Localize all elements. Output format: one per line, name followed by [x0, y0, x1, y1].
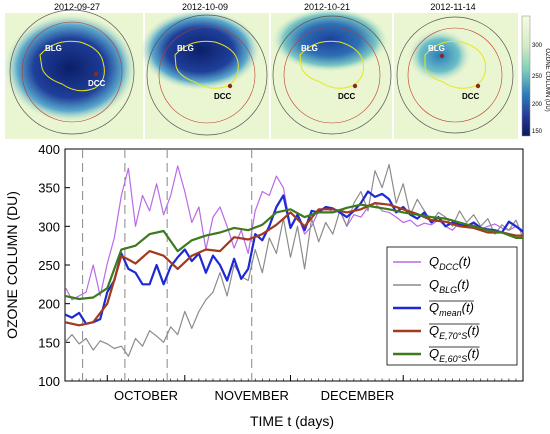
colorbar-tick-150: 150	[532, 129, 543, 135]
map-panels: 2012-09-27 BLG DCC 2012-10-09 BLG DCC 20…	[4, 2, 550, 139]
x-axis-label: TIME t (days)	[250, 413, 334, 429]
map-4-ozone-hole	[406, 28, 473, 83]
map-4-blg-marker	[439, 53, 445, 59]
colorbar-tick-300: 300	[532, 43, 543, 49]
map-panel-3: 2012-10-21 BLG DCC	[271, 2, 392, 139]
legend-label-3: QE,70°S(t)	[429, 323, 480, 341]
map-1-latitude-60	[9, 9, 135, 135]
legend: QDCC(t)QBLG(t)Qmean(t)QE,70°S(t)QE,60°S(…	[386, 246, 518, 366]
map-4-date: 2012-11-14	[430, 2, 475, 12]
y-axis: 100 150 200 250 300 350 400	[38, 142, 70, 389]
map-1-date: 2012-09-27	[54, 2, 100, 12]
month-label-december: DECEMBER	[321, 388, 395, 403]
y-tick-label-250: 250	[38, 258, 60, 273]
map-2-site-dcc: DCC	[214, 92, 232, 101]
legend-symbol: Q	[429, 346, 439, 361]
map-1-site-dcc: DCC	[88, 79, 106, 88]
map-3-continent-outline	[299, 40, 364, 89]
map-2-site-blg: BLG	[177, 44, 194, 53]
series-layer	[65, 163, 523, 357]
map-4-latitude-70	[407, 27, 503, 123]
y-tick-label-350: 350	[38, 181, 60, 196]
map-1-ozone-hole	[4, 14, 136, 122]
y-tick-label-300: 300	[38, 219, 60, 234]
map-3-latitude-70	[283, 26, 381, 124]
y-tick-label-200: 200	[38, 297, 60, 312]
map-2-continent-outline	[174, 40, 239, 89]
map-4-continent-outline	[424, 40, 486, 89]
series-line-e60	[65, 203, 523, 301]
y-axis-label: OZONE COLUMN (DU)	[4, 191, 20, 339]
colorbar-scale	[521, 15, 531, 137]
map-1-site-blg: BLG	[45, 44, 62, 53]
legend-label-0: QDCC(t)	[429, 254, 471, 272]
y-tick-label-150: 150	[38, 335, 60, 350]
x-axis: OCTOBER NOVEMBER DECEMBER	[64, 375, 524, 403]
map-3-site-dcc: DCC	[338, 92, 356, 101]
legend-suffix: (t)	[462, 300, 474, 315]
map-3-site-blg: BLG	[301, 44, 318, 53]
map-2-latitude-70	[158, 26, 256, 124]
colorbar: 300 250 200 150 OZONE COLUMN (DU)	[521, 15, 550, 137]
legend-symbol: Q	[429, 277, 439, 292]
map-2-dcc-marker	[227, 83, 233, 89]
map-3-latitude-60	[272, 15, 392, 135]
map-1-latitude-70	[21, 21, 123, 123]
map-3-ozone-hole	[272, 8, 388, 72]
map-panel-4: 2012-11-14 BLG DCC	[394, 2, 518, 139]
map-1-continent-outline	[39, 40, 105, 92]
legend-symbol: Q	[429, 300, 439, 315]
legend-label-2: Qmean(t)	[429, 300, 474, 318]
map-2-date: 2012-10-09	[182, 2, 228, 12]
legend-suffix: (t)	[467, 346, 479, 361]
legend-symbol: Q	[429, 323, 439, 338]
line-chart: 100 150 200 250 300 350 400 OCTOBER NOVEMBER DEC…	[4, 142, 524, 429]
map-2-ozone-hole	[140, 10, 260, 90]
colorbar-tick-200: 200	[532, 102, 543, 108]
map-3-dcc-marker	[352, 83, 358, 89]
colorbar-title: OZONE COLUMN (DU)	[544, 48, 550, 111]
map-4-latitude-60	[396, 16, 514, 134]
y-tick-label-400: 400	[38, 142, 60, 157]
month-label-november: NOVEMBER	[215, 388, 289, 403]
legend-label-4: QE,60°S(t)	[429, 346, 480, 364]
map-4-dcc-marker	[475, 83, 481, 89]
legend-label-1: QBLG(t)	[429, 277, 469, 295]
map-3-date: 2012-10-21	[304, 2, 350, 12]
legend-suffix: (t)	[457, 277, 469, 292]
legend-suffix: (t)	[459, 254, 471, 269]
map-panel-1: 2012-09-27 BLG DCC	[4, 2, 143, 139]
legend-box	[386, 246, 518, 366]
map-panel-2: 2012-10-09 BLG DCC	[140, 2, 269, 139]
series-line-e70	[65, 202, 523, 327]
legend-suffix: (t)	[467, 323, 479, 338]
map-4-site-dcc: DCC	[462, 92, 480, 101]
legend-subscript: E,60°S	[439, 354, 467, 364]
colorbar-tick-250: 250	[532, 74, 543, 80]
legend-subscript: BLG	[439, 285, 457, 295]
map-1-dcc-marker	[93, 71, 99, 77]
legend-symbol: Q	[429, 254, 439, 269]
series-line-mean	[65, 190, 523, 325]
legend-subscript: DCC	[439, 262, 459, 272]
map-2-latitude-60	[146, 14, 268, 136]
legend-subscript: mean	[439, 308, 462, 318]
legend-subscript: E,70°S	[439, 331, 467, 341]
month-label-october: OCTOBER	[114, 388, 178, 403]
y-tick-label-100: 100	[38, 374, 60, 389]
map-4-site-blg: BLG	[428, 44, 445, 53]
